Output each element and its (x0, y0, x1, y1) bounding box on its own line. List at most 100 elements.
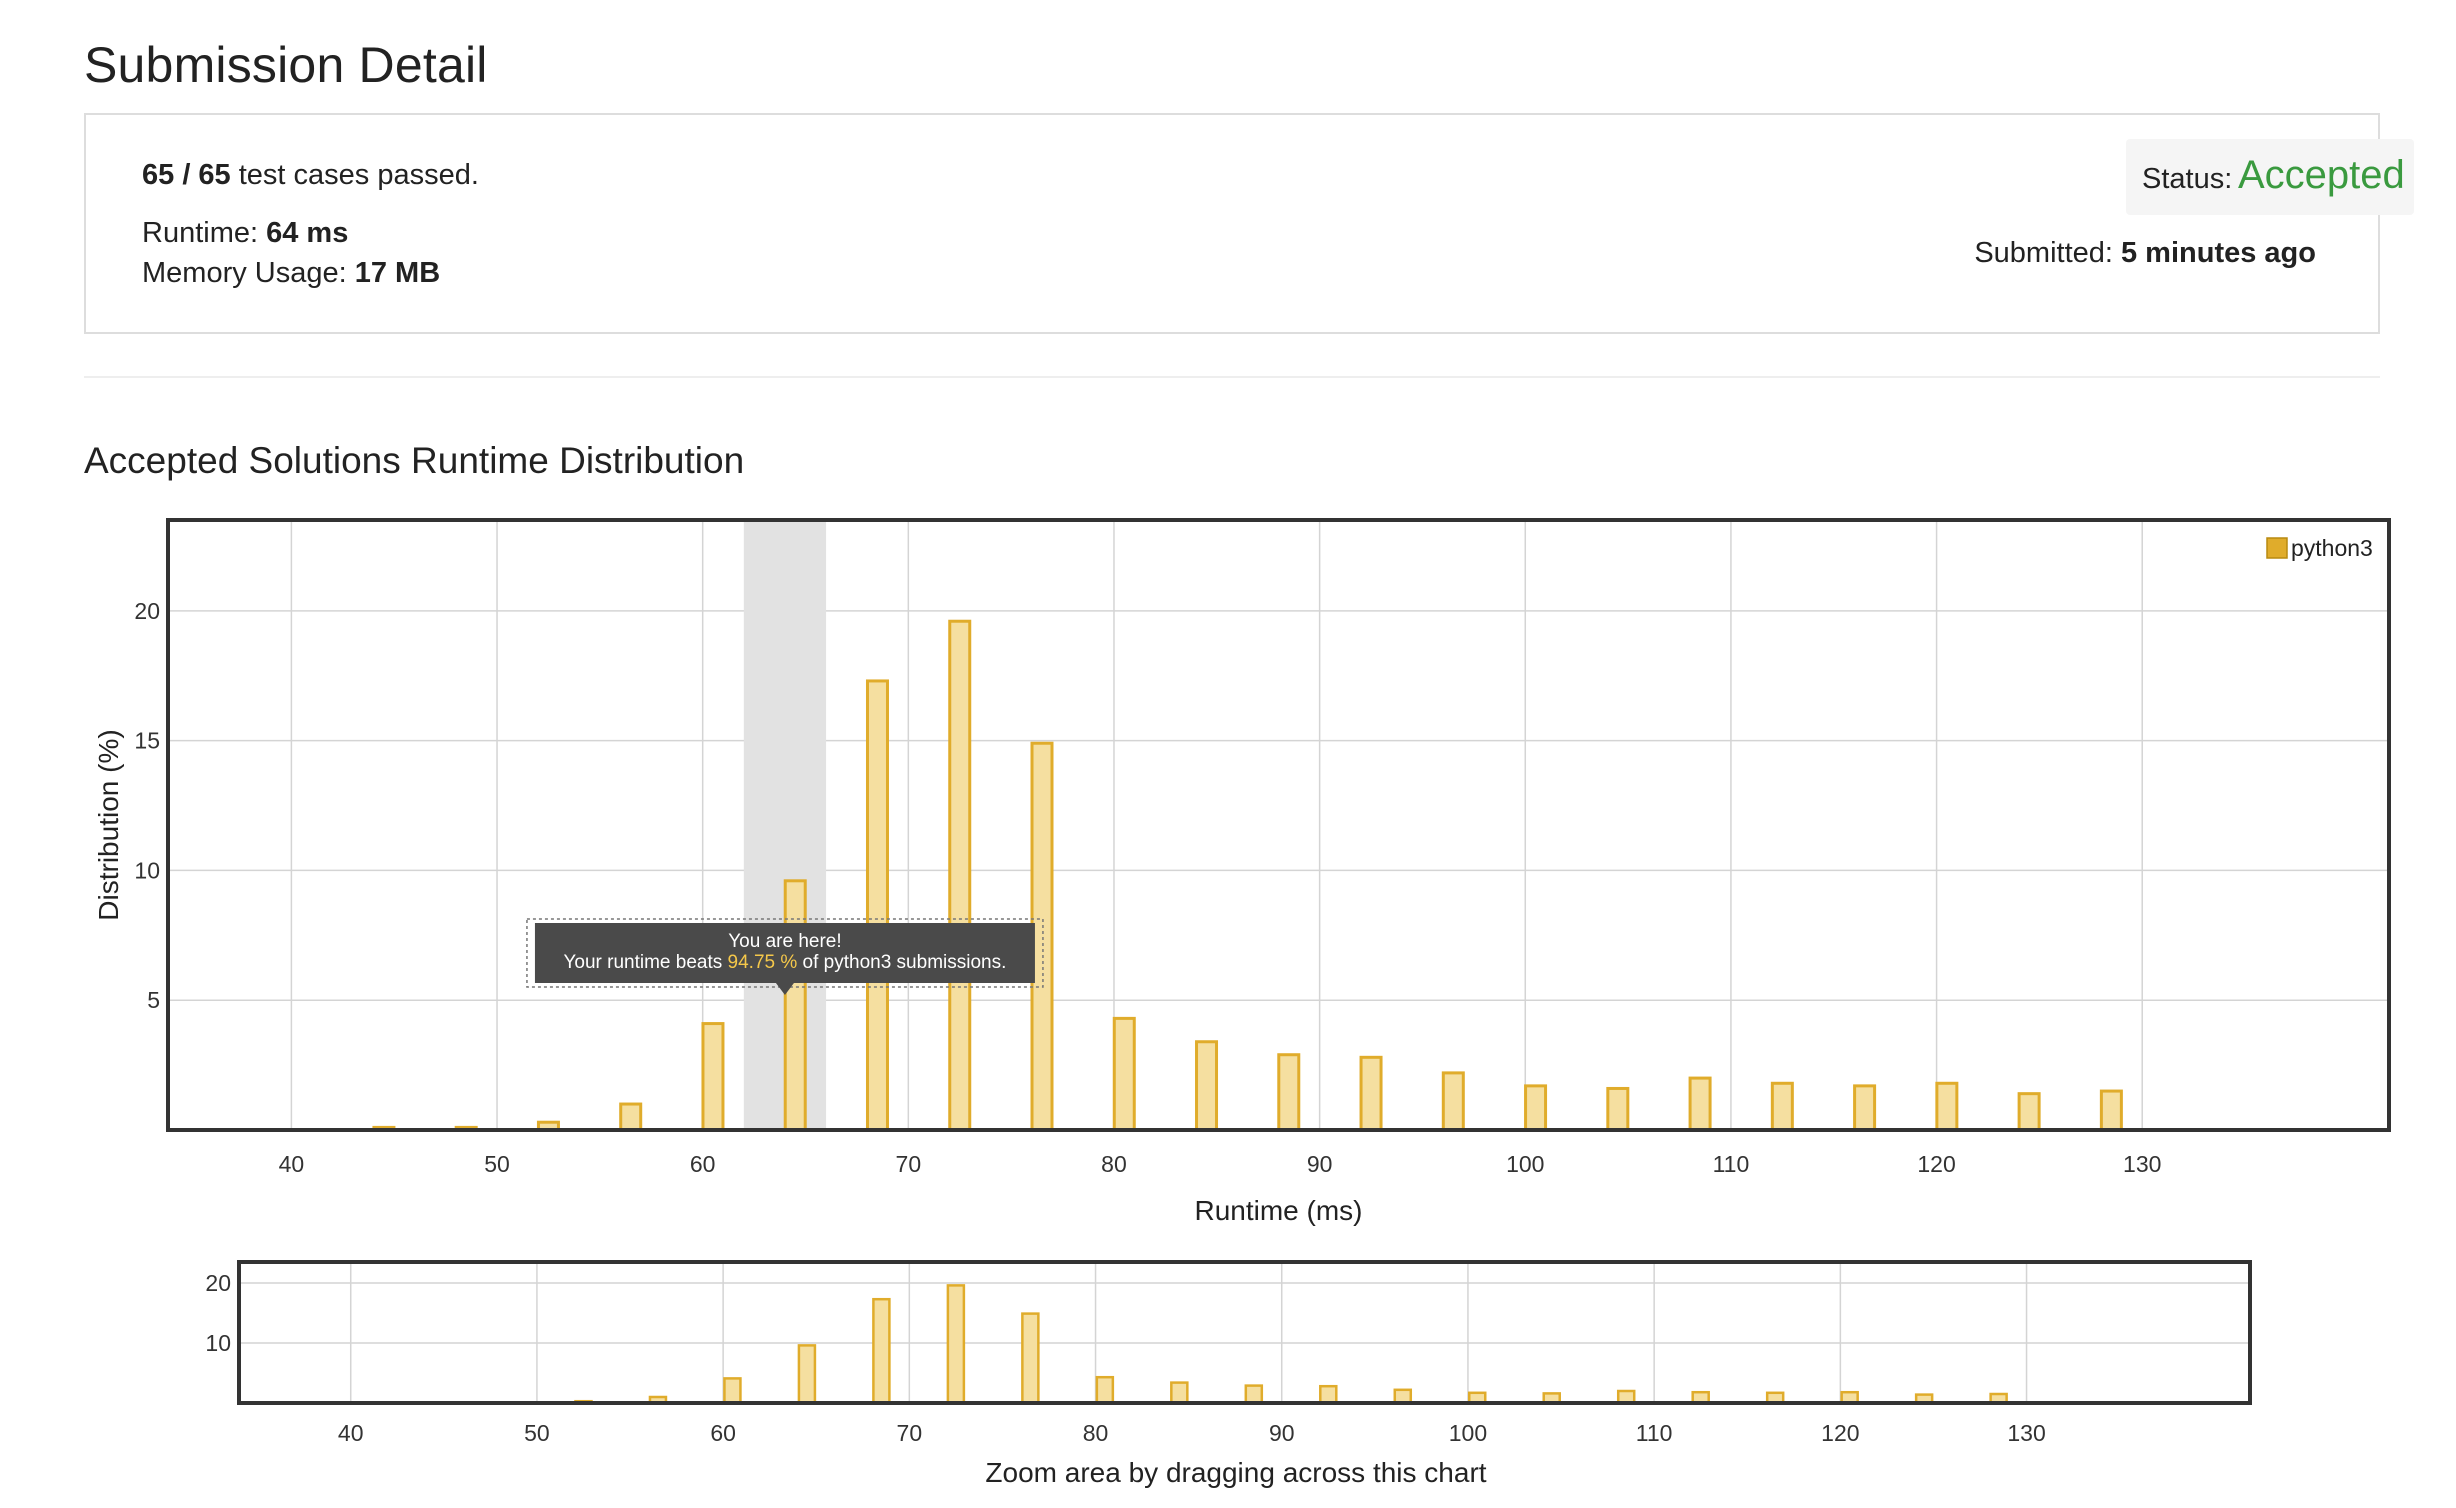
x-tick-label: 40 (279, 1151, 305, 1177)
bar-python3[interactable] (1112, 1016, 1136, 1132)
tooltip-prefix: Your runtime beats (563, 952, 727, 973)
x-tick-label: 80 (1101, 1151, 1127, 1177)
test-cases-suffix: test cases passed. (230, 159, 479, 191)
bar-python3[interactable] (1030, 741, 1054, 1132)
tooltip-outline (526, 918, 1044, 988)
test-cases-passed: 65 / 65 test cases passed. (142, 159, 479, 192)
x-tick-label: 120 (1917, 1151, 1955, 1177)
status-accepted-link[interactable]: Accepted (2238, 153, 2405, 197)
tooltip-arrow (775, 983, 794, 995)
bar-python3[interactable] (536, 1120, 560, 1132)
bar-python3[interactable] (948, 619, 972, 1132)
status-box: Status: Accepted (2126, 139, 2414, 215)
nav-y-tick-label: 10 (205, 1330, 231, 1356)
nav-bar-python3 (797, 1344, 817, 1405)
y-tick-label: 15 (134, 728, 160, 754)
x-tick-label: 110 (1713, 1151, 1750, 1177)
nav-bar-python3 (1319, 1384, 1338, 1405)
legend-swatch (2266, 537, 2288, 559)
legend-item-python3[interactable]: python3 (2266, 535, 2373, 561)
nav-chart-frame (237, 1260, 2252, 1405)
bar-python3[interactable] (1441, 1071, 1465, 1132)
nav-bar-python3 (1840, 1390, 1859, 1405)
status-label: Status: (2142, 163, 2233, 195)
bar-python3[interactable] (1277, 1053, 1301, 1132)
section-divider (84, 376, 2380, 378)
main-chart-grid (168, 520, 2389, 1130)
bar-python3[interactable] (1688, 1076, 1712, 1132)
nav-bar-python3 (872, 1297, 891, 1405)
nav-y-tick-label: 20 (205, 1270, 231, 1296)
current-runtime-band (743, 520, 827, 1130)
nav-x-tick-label: 100 (1449, 1420, 1487, 1446)
main-chart-frame (166, 518, 2391, 1132)
bar-python3[interactable] (2099, 1089, 2123, 1132)
x-tick-label: 130 (2123, 1151, 2161, 1177)
section-title: Accepted Solutions Runtime Distribution (84, 440, 745, 481)
main-y-axis-label: Distribution (%) (93, 729, 124, 920)
page-title: Submission Detail (84, 37, 488, 93)
x-tick-label: 90 (1307, 1151, 1333, 1177)
memory-label: Memory Usage: (142, 257, 355, 289)
bar-python3[interactable] (454, 1125, 478, 1132)
tooltip-background (534, 923, 1035, 983)
bar-python3[interactable] (1606, 1086, 1630, 1132)
submitted-value: 5 minutes ago (2121, 237, 2316, 269)
nav-bar-python3 (1095, 1375, 1115, 1405)
x-tick-label: 60 (690, 1151, 716, 1177)
nav-x-tick-label: 80 (1083, 1420, 1109, 1446)
runtime-line: Runtime: 64 ms (142, 217, 348, 250)
nav-x-tick-label: 110 (1636, 1420, 1673, 1446)
nav-x-tick-label: 70 (897, 1420, 923, 1446)
nav-bar-python3 (648, 1395, 668, 1405)
x-tick-label: 50 (484, 1151, 510, 1177)
nav-bar-python3 (1542, 1392, 1561, 1405)
nav-x-tick-label: 130 (2007, 1420, 2045, 1446)
tooltip-suffix: of python3 submissions. (797, 952, 1006, 973)
nav-bar-python3 (1021, 1312, 1040, 1405)
memory-line: Memory Usage: 17 MB (142, 257, 440, 290)
bar-python3[interactable] (1935, 1081, 1959, 1132)
runtime-label: Runtime: (142, 217, 267, 249)
you-are-here-tooltip: You are here! Your runtime beats 94.75 %… (526, 918, 1044, 995)
nav-x-tick-label: 90 (1269, 1420, 1295, 1446)
runtime-value: 64 ms (266, 217, 349, 249)
main-x-tick-labels: 40 50 60 70 80 90 100 110 120 130 (279, 1151, 2162, 1177)
nav-x-tick-label: 60 (710, 1420, 736, 1446)
tooltip-line-2: Your runtime beats 94.75 % of python3 su… (563, 952, 1006, 973)
memory-value: 17 MB (354, 257, 441, 289)
submitted-label: Submitted: (1974, 237, 2121, 269)
y-tick-label: 10 (134, 857, 160, 883)
legend-label: python3 (2291, 535, 2373, 561)
nav-x-tick-label: 120 (1821, 1420, 1859, 1446)
y-tick-label: 5 (147, 987, 160, 1013)
bar-python3[interactable] (372, 1125, 396, 1132)
nav-bar-python3 (946, 1284, 966, 1405)
nav-bar-python3 (1616, 1389, 1636, 1405)
bar-python3[interactable] (619, 1102, 643, 1132)
bar-python3[interactable] (701, 1022, 725, 1132)
nav-bar-python3 (1468, 1391, 1487, 1405)
nav-bar-python3 (1244, 1384, 1264, 1405)
bar-python3[interactable] (1524, 1084, 1548, 1132)
nav-bar-python3 (499, 1401, 519, 1405)
main-x-axis-label: Runtime (ms) (1194, 1195, 1362, 1226)
nav-x-tick-label: 40 (338, 1420, 364, 1446)
x-tick-label: 100 (1506, 1151, 1544, 1177)
bar-python3[interactable] (1770, 1081, 1794, 1132)
bar-python3[interactable] (783, 879, 807, 1132)
bar-python3[interactable] (865, 679, 889, 1132)
submission-summary-panel: 65 / 65 test cases passed. Runtime: 64 m… (84, 113, 2414, 334)
zoom-hint-label: Zoom area by dragging across this chart (985, 1457, 1486, 1488)
nav-bar-python3 (1170, 1381, 1189, 1405)
bar-python3[interactable] (1853, 1084, 1877, 1132)
tooltip-line-1: You are here! (728, 931, 841, 952)
nav-bar-python3 (425, 1401, 444, 1405)
bar-python3[interactable] (1359, 1055, 1383, 1132)
bar-python3[interactable] (2017, 1092, 2041, 1132)
bar-python3[interactable] (1195, 1040, 1219, 1132)
submitted-line: Submitted: 5 minutes ago (1974, 237, 2316, 270)
nav-y-tick-labels: 10 20 (205, 1270, 231, 1356)
nav-x-tick-labels: 40 50 60 70 80 90 100 110 120 130 (338, 1420, 2046, 1446)
x-tick-label: 70 (896, 1151, 922, 1177)
